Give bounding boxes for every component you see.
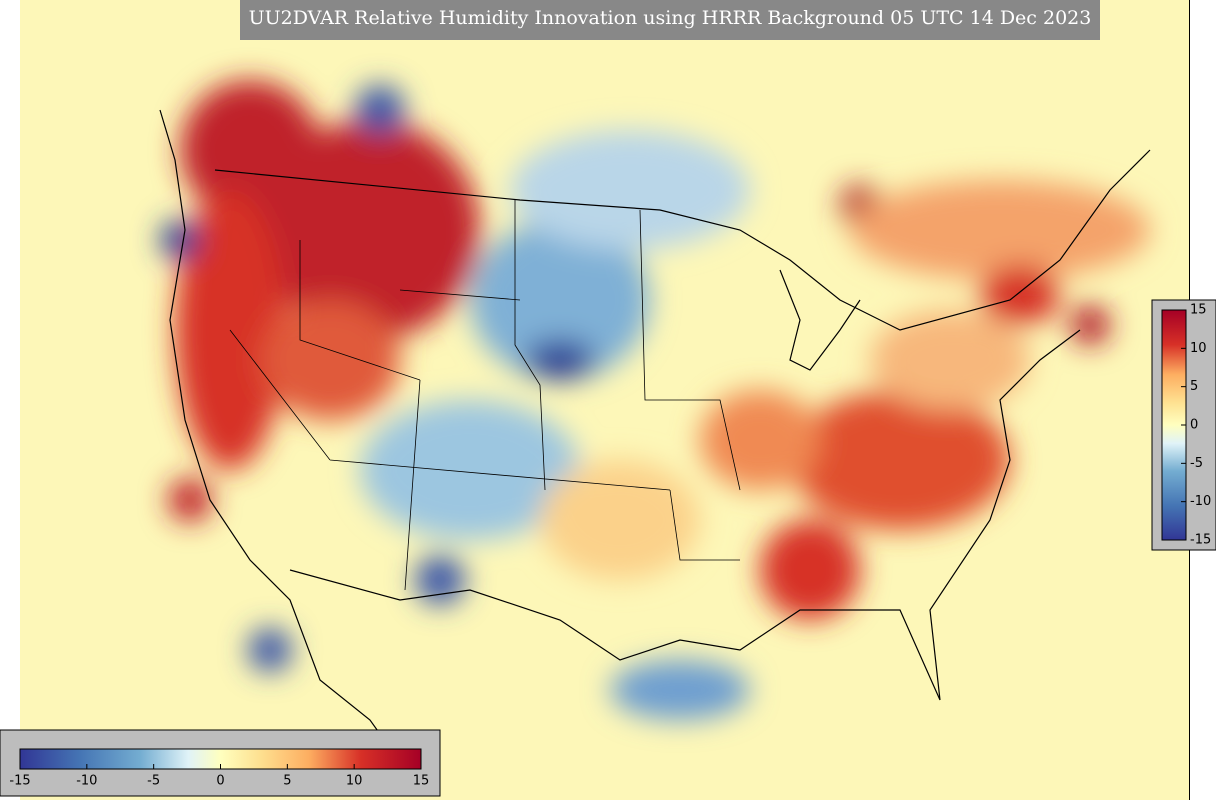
tick-label: 5 xyxy=(283,774,291,789)
tick-label: 10 xyxy=(346,774,363,789)
tick-label: -10 xyxy=(76,774,97,789)
lake-michigan xyxy=(779,269,861,371)
colorbar-horizontal: -15 -10 -5 0 5 10 15 xyxy=(0,729,441,797)
map xyxy=(20,0,1190,800)
north-border xyxy=(214,149,1151,331)
west-coast xyxy=(159,109,421,791)
state-lines xyxy=(229,200,741,591)
tick-label: -15 xyxy=(9,774,30,789)
tick-label: -10 xyxy=(1190,494,1211,509)
tick-label: 0 xyxy=(216,774,224,789)
tick-label: 15 xyxy=(1190,303,1207,318)
title: UU2DVAR Relative Humidity Innovation usi… xyxy=(249,7,1092,29)
tick-label: 0 xyxy=(1190,418,1198,433)
borders xyxy=(159,109,1151,791)
south-east-coast xyxy=(289,329,1081,701)
tick-label: -15 xyxy=(1190,533,1211,548)
tick-label: -5 xyxy=(147,774,160,789)
tick-label: 15 xyxy=(413,774,430,789)
tick-label: 5 xyxy=(1190,379,1198,394)
title-box xyxy=(240,0,1100,40)
tick-label: 10 xyxy=(1190,341,1207,356)
tick-label: -5 xyxy=(1190,456,1203,471)
colorbar-vertical: -15 -10 -5 0 5 10 15 xyxy=(1151,299,1216,551)
